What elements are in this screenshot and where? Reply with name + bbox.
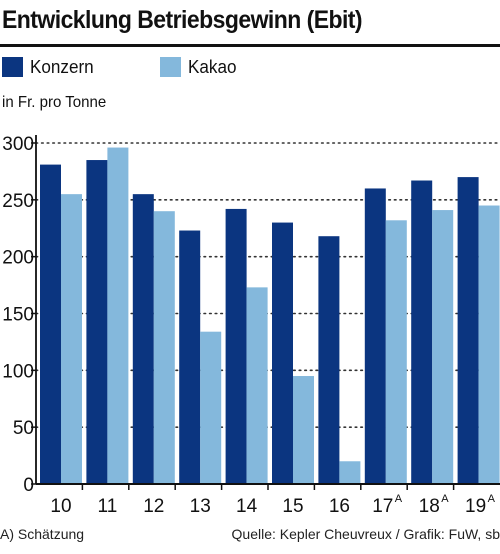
bar-konzern-10: [40, 164, 61, 484]
x-tick-superscript-18: A: [441, 493, 449, 505]
x-tick-label-13: 13: [190, 496, 211, 517]
y-tick-label-150: 150: [2, 305, 34, 326]
x-tick-label-16: 16: [329, 496, 350, 517]
x-tick-label-17: 17: [372, 496, 393, 517]
bar-kakao-16: [339, 461, 361, 484]
bar-konzern-15: [272, 222, 293, 485]
bar-kakao-18: [432, 210, 454, 484]
y-tick-label-300: 300: [2, 134, 34, 155]
legend-swatch-konzern: [2, 57, 23, 77]
y-tick-label-0: 0: [23, 475, 34, 496]
bar-konzern-11: [86, 160, 108, 485]
bar-konzern-14: [225, 208, 247, 484]
y-tick-label-50: 50: [13, 418, 34, 439]
bar-konzern-16: [318, 236, 340, 484]
x-tick-label-19: 19: [465, 496, 486, 517]
x-tick-label-10: 10: [50, 496, 71, 517]
bar-konzern-12: [132, 194, 154, 484]
y-tick-label-250: 250: [2, 191, 34, 212]
y-axis-label: in Fr. pro Tonne: [2, 94, 107, 111]
bar-kakao-12: [153, 211, 175, 484]
bar-kakao-10: [61, 194, 82, 484]
bar-kakao-11: [107, 147, 129, 484]
bar-kakao-14: [246, 287, 268, 484]
chart-title: Entwicklung Betriebsgewinn (Ebit): [2, 6, 363, 34]
source-credit: Quelle: Kepler Cheuvreux / Grafik: FuW, …: [231, 526, 500, 542]
bar-konzern-19: [457, 177, 479, 484]
legend-item-kakao: Kakao: [160, 57, 239, 77]
x-tick-superscript-17: A: [395, 493, 403, 505]
bar-kakao-19: [478, 205, 500, 484]
bar-kakao-17: [385, 220, 407, 484]
x-tick-label-11: 11: [98, 496, 118, 517]
bar-kakao-13: [200, 331, 222, 484]
legend-swatch-kakao: [160, 57, 181, 77]
y-tick-label-100: 100: [2, 361, 34, 382]
legend-label-konzern: Konzern: [30, 56, 94, 77]
title-rule: [0, 44, 500, 47]
x-tick-superscript-19: A: [488, 493, 496, 505]
legend-item-konzern: Konzern: [2, 57, 97, 77]
bar-konzern-17: [364, 188, 386, 484]
footnote: A) Schätzung: [0, 526, 85, 542]
bar-konzern-18: [411, 180, 433, 484]
bar-kakao-15: [293, 376, 314, 484]
legend-label-kakao: Kakao: [188, 56, 237, 77]
y-tick-label-200: 200: [2, 248, 34, 269]
x-tick-label-14: 14: [236, 496, 258, 517]
x-tick-label-12: 12: [143, 496, 164, 517]
bar-konzern-13: [179, 230, 201, 484]
x-tick-label-15: 15: [282, 496, 303, 517]
x-tick-label-18: 18: [419, 496, 440, 517]
